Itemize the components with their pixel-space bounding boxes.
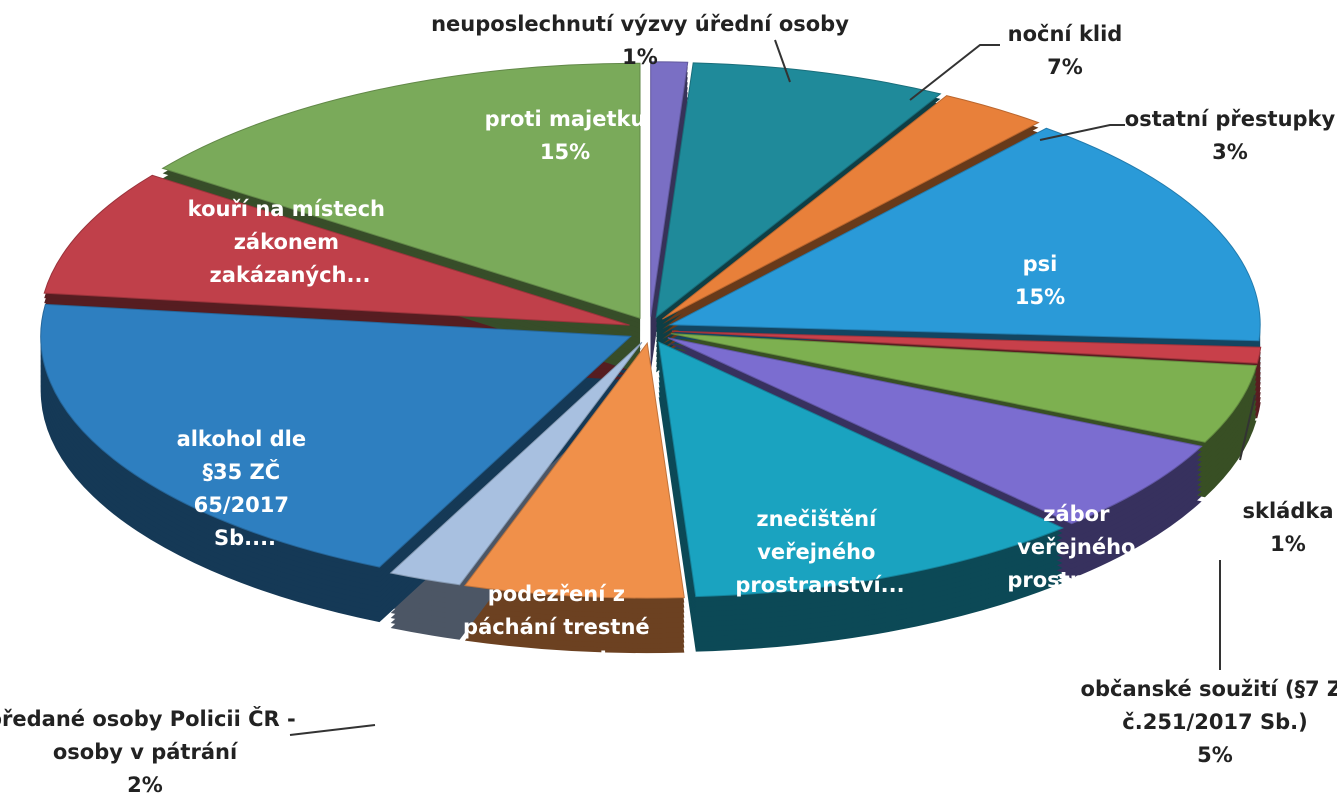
percent-label: 1% (1270, 532, 1306, 556)
slice-label: alkohol dle §35 ZČ 65/2017 Sb.... (177, 427, 314, 550)
slice (389, 341, 643, 586)
slice (161, 62, 641, 319)
slice-label: občanské soužití (§7 Z č.251/2017 Sb.) (1081, 677, 1337, 734)
percent-label: 1% (622, 45, 658, 69)
slice-label: znečištění veřejného prostranství... (735, 507, 904, 597)
label-line: podezření z (488, 582, 633, 606)
label-line: veřejného (1017, 535, 1143, 559)
slice-label: psi (1023, 252, 1058, 276)
slice-label: zábor veřejného prostranství (1007, 502, 1154, 592)
leader-line (774, 39, 791, 83)
label-line: páchání trestné (463, 615, 657, 639)
percent-label: 5% (1197, 743, 1233, 767)
label-line: alkohol dle (177, 427, 314, 451)
pie-tops (40, 61, 1262, 599)
slice-label: podezření z páchání trestné činnosti (463, 582, 657, 672)
label-line: proti majetku (485, 107, 646, 131)
leader-line (1039, 124, 1125, 141)
percent-label: 2% (127, 773, 163, 793)
label-line: zakázaných... (210, 263, 371, 287)
label-line: 65/2017 (194, 493, 297, 517)
label-line: Sb.... (214, 526, 276, 550)
slice-label: předané osoby Policii ČR - osoby v pátrá… (0, 706, 303, 764)
slice-label: neuposlechnutí výzvy úřední osoby (431, 12, 849, 36)
label-line: č.251/2017 Sb.) (1122, 710, 1307, 734)
label-line: ostatní přestupky (1125, 107, 1336, 131)
slice (658, 341, 1064, 598)
slice-label: ostatní přestupky (1125, 107, 1336, 131)
slice (655, 62, 942, 319)
slice (662, 95, 1040, 320)
label-line: skládka (1242, 499, 1333, 523)
slice (43, 174, 630, 326)
slice (650, 61, 689, 317)
percent-label: 3% (1212, 140, 1248, 164)
label-line: osoby v pátrání (53, 740, 239, 764)
label-line: §35 ZČ (203, 459, 288, 484)
slice (671, 330, 1262, 364)
percent-label: 15% (540, 140, 590, 164)
label-line: předané osoby Policii ČR - (0, 706, 303, 731)
label-line: občanské soužití (§7 Z (1081, 677, 1337, 701)
leader-line (909, 44, 1000, 101)
slice (667, 337, 1203, 525)
slice-label: noční klid (1008, 22, 1123, 46)
percent-label: 7% (1047, 55, 1083, 79)
label-line: psi (1023, 252, 1058, 276)
percent-label: 15% (1015, 285, 1065, 309)
label-line: veřejného (757, 540, 883, 564)
slice-label: skládka (1242, 499, 1333, 523)
percent-label: 6% (542, 681, 578, 705)
leader-line (1239, 394, 1256, 461)
slice (671, 333, 1258, 443)
label-line: kouří na místech (188, 197, 393, 221)
label-line: zábor (1043, 502, 1117, 526)
leader-line (289, 724, 376, 736)
percent-label: 6% (1062, 601, 1098, 625)
label-line: prostranství... (735, 573, 904, 597)
label-line: zákonem (234, 230, 347, 254)
label-line: znečištění (756, 507, 883, 531)
label-line: činnosti (513, 648, 607, 672)
label-line: neuposlechnutí výzvy úřední osoby (431, 12, 849, 36)
label-line: noční klid (1008, 22, 1123, 46)
slice (668, 127, 1261, 342)
slice-label: proti majetku (485, 107, 646, 131)
slice-label: kouří na místech zákonem zakázaných... (188, 197, 393, 287)
slice (464, 341, 685, 599)
label-line: prostranství (1007, 568, 1154, 592)
slice (40, 303, 632, 568)
